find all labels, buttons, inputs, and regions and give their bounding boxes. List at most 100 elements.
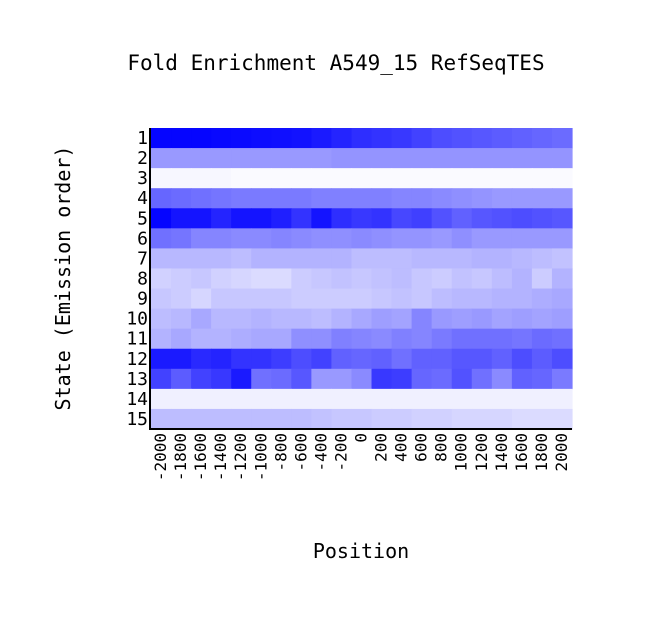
heatmap-cell: [191, 188, 212, 209]
heatmap-cell: [291, 268, 312, 290]
heatmap-cells: [151, 128, 573, 430]
heatmap-cell: [351, 328, 373, 350]
heatmap-cell: [251, 228, 272, 249]
heatmap-cell: [491, 228, 513, 249]
heatmap-cell: [171, 228, 192, 249]
heatmap-cell: [391, 148, 413, 169]
heatmap-cell: [491, 368, 513, 390]
heatmap-cell: [351, 368, 373, 390]
y-tick-label: 1: [137, 128, 148, 149]
heatmap-cell: [411, 228, 433, 249]
heatmap-cell: [171, 368, 192, 390]
heatmap-cell: [411, 308, 433, 330]
heatmap-cell: [371, 168, 393, 189]
heatmap-cell: [431, 328, 453, 350]
heatmap-cell: [151, 308, 172, 330]
heatmap-cell: [291, 388, 312, 410]
heatmap-cell: [351, 228, 373, 249]
heatmap-cell: [311, 228, 333, 249]
heatmap-cell: [551, 268, 573, 290]
heatmap-cell: [391, 168, 413, 189]
heatmap-cell: [231, 268, 252, 290]
heatmap-cell: [451, 248, 473, 270]
heatmap-cell: [411, 128, 433, 149]
heatmap-cell: [231, 168, 252, 189]
heatmap-cell: [551, 328, 573, 350]
heatmap-cell: [411, 248, 433, 270]
heatmap-cell: [491, 248, 513, 270]
heatmap-cell: [251, 348, 272, 370]
heatmap-cell: [151, 268, 172, 290]
heatmap-cell: [331, 228, 353, 249]
heatmap-cell: [511, 148, 533, 169]
heatmap-cell: [291, 248, 312, 270]
heatmap-cell: [191, 368, 212, 390]
heatmap-cell: [431, 388, 453, 410]
x-tick-label: -1600: [191, 433, 210, 481]
heatmap-cell: [551, 208, 573, 229]
heatmap-cell: [511, 408, 533, 430]
heatmap-cell: [471, 288, 493, 310]
heatmap-cell: [531, 308, 553, 330]
heatmap-cell: [271, 148, 292, 169]
heatmap-cell: [431, 128, 453, 149]
heatmap-cell: [371, 408, 393, 430]
heatmap-cell: [291, 408, 312, 430]
heatmap-cell: [251, 148, 272, 169]
chart-title: Fold Enrichment A549_15 RefSeqTES: [127, 51, 544, 75]
heatmap-cell: [191, 148, 212, 169]
heatmap-cell: [171, 248, 192, 270]
heatmap-cell: [331, 288, 353, 310]
heatmap-cell: [271, 308, 292, 330]
x-tick-label: -600: [291, 433, 310, 472]
heatmap-cell: [451, 188, 473, 209]
heatmap-cell: [411, 148, 433, 169]
heatmap-cell: [351, 348, 373, 370]
x-tick-label: 400: [392, 433, 411, 462]
heatmap-cell: [491, 188, 513, 209]
heatmap-cell: [451, 388, 473, 410]
heatmap-cell: [331, 268, 353, 290]
x-tick-label: 1600: [512, 433, 531, 472]
heatmap-cell: [451, 288, 473, 310]
heatmap-cell: [211, 168, 232, 189]
heatmap-cell: [271, 408, 292, 430]
heatmap-cell: [531, 388, 553, 410]
heatmap-cell: [471, 208, 493, 229]
heatmap-cell: [551, 188, 573, 209]
heatmap-cell: [371, 268, 393, 290]
heatmap-cell: [311, 388, 333, 410]
heatmap-cell: [291, 148, 312, 169]
heatmap-cell: [471, 148, 493, 169]
heatmap-cell: [431, 268, 453, 290]
heatmap-cell: [231, 368, 252, 390]
heatmap-cell: [171, 168, 192, 189]
heatmap-cell: [251, 188, 272, 209]
heatmap-cell: [291, 348, 312, 370]
heatmap-cell: [531, 148, 553, 169]
heatmap-cell: [191, 308, 212, 330]
heatmap-cell: [311, 148, 333, 169]
heatmap-cell: [411, 288, 433, 310]
heatmap-cell: [151, 408, 172, 430]
heatmap-cell: [331, 248, 353, 270]
heatmap-cell: [451, 168, 473, 189]
heatmap-cell: [311, 128, 333, 149]
heatmap-cell: [191, 208, 212, 229]
x-tick-label: -800: [271, 433, 290, 472]
heatmap-cell: [551, 148, 573, 169]
heatmap-cell: [251, 268, 272, 290]
heatmap-cell: [351, 128, 373, 149]
heatmap-cell: [471, 188, 493, 209]
heatmap-cell: [191, 168, 212, 189]
heatmap-cell: [251, 168, 272, 189]
heatmap-cell: [271, 268, 292, 290]
heatmap-cell: [491, 308, 513, 330]
y-axis-label: State (Emission order): [51, 146, 75, 411]
heatmap-cell: [271, 208, 292, 229]
heatmap-cell: [471, 388, 493, 410]
heatmap-cell: [251, 128, 272, 149]
heatmap-cell: [271, 168, 292, 189]
y-tick-label: 12: [126, 349, 148, 370]
